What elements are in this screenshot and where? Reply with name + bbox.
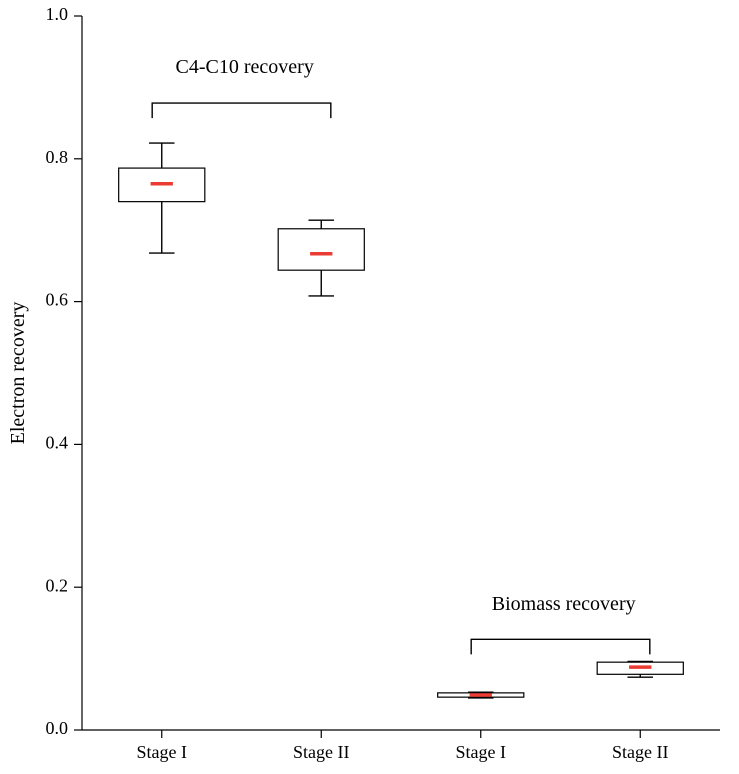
xtick-label: Stage I (456, 742, 506, 762)
xtick-label: Stage II (293, 742, 349, 762)
boxplot-box (438, 692, 524, 698)
ytick-label: 0.4 (46, 433, 69, 453)
xtick-label: Stage II (612, 742, 668, 762)
boxplot-box (597, 661, 683, 677)
annotation-label: Biomass recovery (492, 593, 636, 615)
ytick-label: 1.0 (46, 4, 69, 24)
y-axis-label: Electron recovery (7, 302, 29, 445)
xtick-label: Stage I (137, 742, 187, 762)
ytick-label: 0.2 (46, 575, 69, 595)
ytick-label: 0.8 (46, 147, 69, 167)
boxplot-chart: 0.0 0.2 0.4 0.6 0.8 1.0 Electron recovery Stage… (0, 0, 739, 774)
ytick-label: 0.0 (46, 718, 69, 738)
annotation-label: C4-C10 recovery (176, 56, 314, 78)
ytick-label: 0.6 (46, 290, 69, 310)
